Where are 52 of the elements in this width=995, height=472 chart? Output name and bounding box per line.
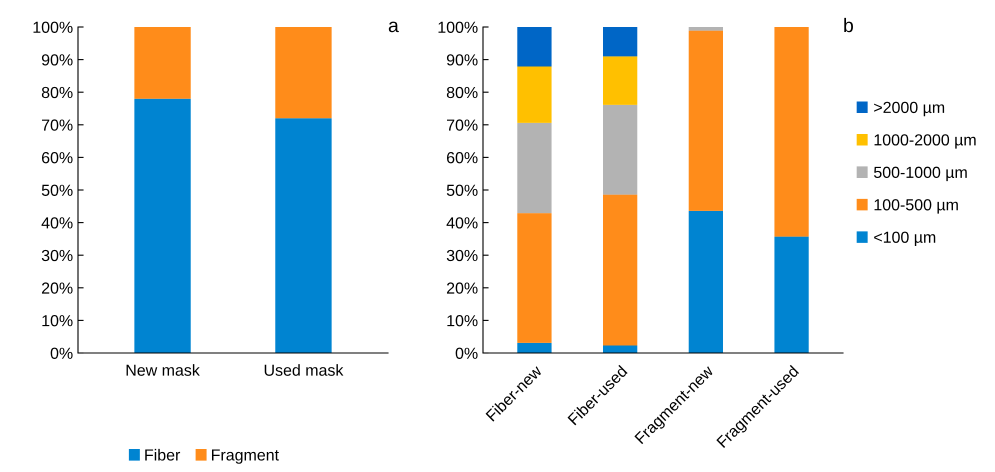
y-tick-label: 80% [42,86,73,98]
bar [688,27,723,31]
bar [603,104,638,195]
bar [603,27,638,56]
legend-label: 100-500 µm [874,199,958,214]
text: a [388,22,399,32]
y-tick-label: 20% [446,282,478,294]
y-tick-label: 10% [447,315,478,326]
y-tick-label: 90% [42,54,73,66]
y-tick-label: 0% [50,348,73,359]
bar [517,213,552,343]
y-tick-label: 40% [42,217,73,229]
legend-label: Fiber [145,448,180,461]
x-tick-label: Used mask [264,364,344,376]
y-tick-label: 40% [446,217,478,229]
legend-label: Fragment [212,449,279,464]
y-tick-label: 50% [42,184,73,196]
text: b [844,18,853,32]
legend-label: 500-1000 µm [874,166,967,182]
bar [517,27,552,66]
y-tick-label: 70% [42,119,73,131]
bar [603,56,638,105]
y-tick-label: 0% [456,348,478,359]
bar [517,342,552,353]
y-tick-label: 100% [34,22,73,33]
y-tick-label: 30% [446,250,478,262]
bar [603,346,638,353]
y-tick-label: 60% [446,152,478,164]
y-tick-label: 70% [446,119,478,131]
y-tick-label: 10% [42,315,73,326]
bar [688,210,723,353]
y-tick-label: 100% [438,22,478,33]
y-tick-label: 50% [446,184,478,196]
bar [688,30,723,211]
bar [603,194,638,346]
y-tick-label: 80% [446,86,478,98]
legend-label: <100 µm [874,232,936,246]
bar [134,98,191,353]
legend-label: 1000-2000 µm [874,134,976,149]
y-tick-label: 30% [42,250,73,262]
bar [774,27,809,237]
y-tick-label: 60% [42,152,73,164]
legend-label: >2000 µm [874,102,944,116]
bar [275,118,332,353]
x-tick-label: New mask [126,364,200,376]
y-tick-label: 20% [42,282,73,294]
bar [517,66,552,123]
bar [134,27,191,99]
bar [517,122,552,214]
y-tick-label: 90% [446,54,478,66]
bar [275,27,332,118]
bar [774,236,809,353]
